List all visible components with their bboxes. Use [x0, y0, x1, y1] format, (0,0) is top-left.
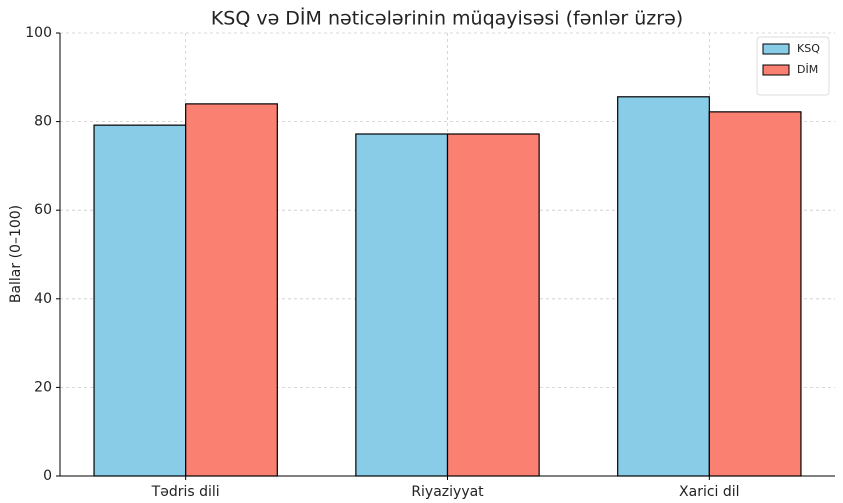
legend-swatch — [762, 43, 790, 55]
y-tick-label: 20 — [34, 379, 52, 395]
bar — [446, 133, 540, 477]
y-tick-label: 80 — [34, 114, 52, 130]
legend-label: KSQ — [797, 42, 820, 55]
x-tick-label: Xarici dil — [679, 484, 740, 500]
legend-swatch — [762, 64, 790, 76]
y-tick-label: 40 — [34, 291, 52, 307]
y-tick-label: 100 — [25, 25, 52, 41]
chart-title: KSQ və DİM nəticələrinin müqayisəsi (fən… — [211, 7, 683, 30]
y-axis-label: Ballar (0–100) — [8, 205, 24, 303]
x-tick-label: Tədris dili — [151, 484, 220, 500]
bar — [185, 103, 278, 477]
axes — [59, 33, 835, 477]
x-tick-label: Riyaziyyat — [411, 484, 484, 500]
bar — [617, 96, 710, 477]
y-tick-label: 0 — [43, 468, 52, 484]
y-tick-label: 60 — [34, 202, 52, 218]
bar — [708, 111, 802, 477]
bar — [93, 124, 187, 477]
bar — [355, 133, 449, 477]
legend-label: DİM — [797, 63, 818, 76]
